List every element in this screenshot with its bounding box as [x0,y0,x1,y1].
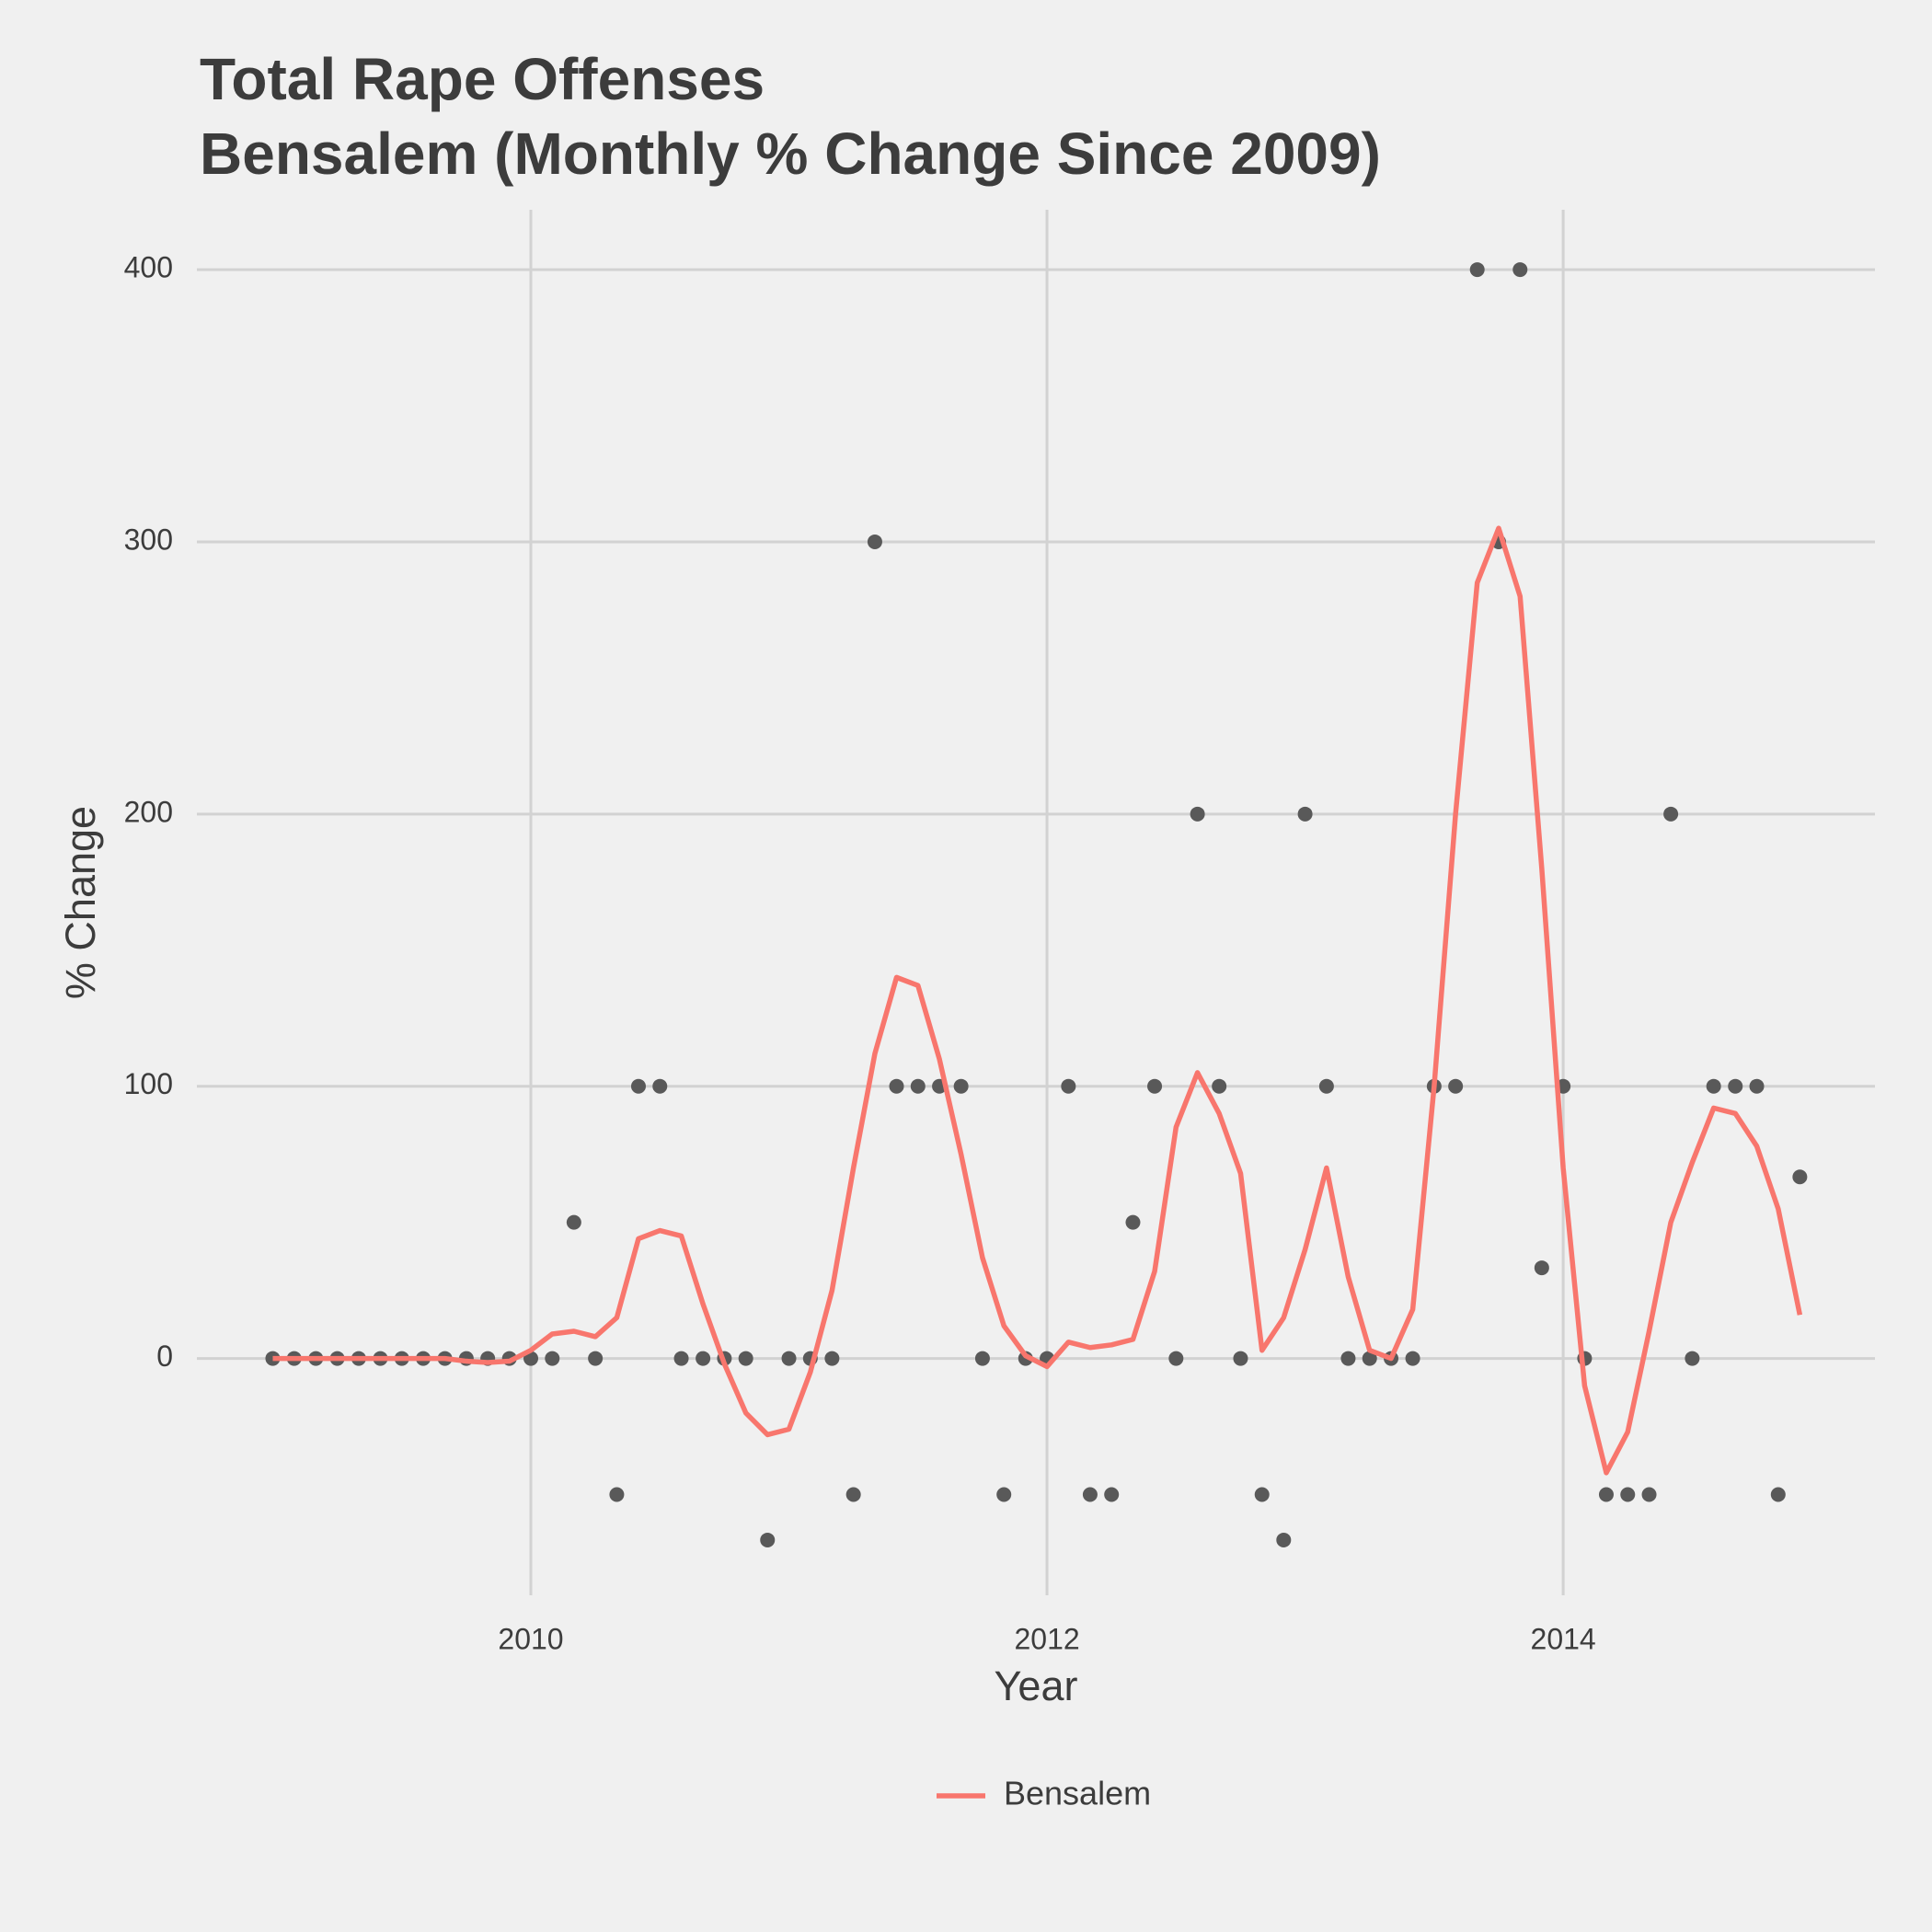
y-tick-label: 200 [124,795,173,828]
point [630,1078,646,1094]
chart-title: Total Rape Offenses [200,46,765,112]
x-axis-title: Year [995,1662,1078,1709]
x-tick-label: 2010 [498,1622,563,1655]
point [1663,806,1679,822]
y-tick-label: 0 [156,1340,173,1373]
point [1061,1078,1076,1094]
point [1728,1078,1743,1094]
point [738,1351,753,1366]
point [1168,1351,1184,1366]
point [1706,1078,1721,1094]
point [889,1078,904,1094]
x-tick-label: 2014 [1531,1622,1596,1655]
y-tick-label: 300 [124,523,173,556]
point [1212,1078,1227,1094]
y-axis-title: % Change [57,806,104,999]
point [1125,1214,1141,1230]
point [910,1078,926,1094]
point [588,1351,604,1366]
chart-subtitle: Bensalem (Monthly % Change Since 2009) [200,121,1381,187]
point [1405,1351,1420,1366]
point [1276,1532,1292,1547]
point [1469,262,1485,278]
point [1362,1351,1377,1366]
point [1340,1351,1356,1366]
point [760,1532,776,1547]
point [673,1351,689,1366]
point [1749,1078,1765,1094]
point [609,1487,625,1502]
point [1254,1487,1270,1502]
point [545,1351,560,1366]
point [1685,1351,1700,1366]
point [953,1078,969,1094]
point [781,1351,797,1366]
point [265,1351,281,1366]
point [1770,1487,1786,1502]
point [1598,1487,1614,1502]
point [566,1214,581,1230]
point [696,1351,711,1366]
point [1147,1078,1163,1094]
point [1190,806,1205,822]
point [824,1351,840,1366]
point [1512,262,1528,278]
point [1792,1169,1808,1185]
point [1620,1487,1636,1502]
point [1534,1260,1549,1276]
series-line [272,525,1803,1476]
y-tick-label: 400 [124,251,173,284]
point [1297,806,1313,822]
point [1233,1351,1248,1366]
point [1641,1487,1657,1502]
legend-label: Bensalem [1004,1775,1151,1812]
point [845,1487,861,1502]
y-tick-label: 100 [124,1067,173,1100]
point [867,534,882,549]
x-tick-label: 2012 [1014,1622,1079,1655]
point [652,1078,668,1094]
point [1318,1078,1334,1094]
point [974,1351,990,1366]
point [996,1487,1012,1502]
point [1448,1078,1464,1094]
point [1082,1487,1098,1502]
point [1104,1487,1120,1502]
